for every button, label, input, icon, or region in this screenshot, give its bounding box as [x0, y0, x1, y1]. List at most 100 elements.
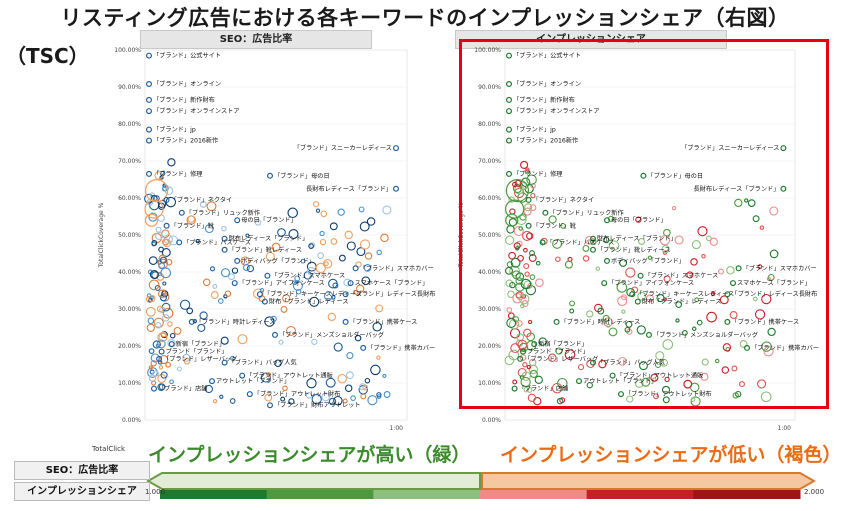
data-point [662, 396, 670, 404]
annotated-point [506, 126, 513, 133]
data-point [625, 267, 636, 278]
y-tick-label: 50.00% [118, 232, 141, 239]
data-point [220, 336, 229, 345]
point-label: 「ブランド」パスケース [547, 238, 615, 246]
data-point [157, 373, 167, 383]
data-point [338, 254, 346, 262]
data-point [237, 334, 248, 345]
data-point [145, 306, 156, 317]
annotated-point [506, 52, 513, 59]
annotated-point [360, 344, 367, 351]
point-label: 「ブランド」新作財布 [153, 96, 215, 104]
data-point [212, 283, 218, 289]
annotated-point [156, 355, 163, 362]
gradient-segment [266, 490, 374, 499]
data-point [382, 373, 387, 378]
data-point [511, 270, 521, 280]
data-point [259, 288, 265, 293]
data-point [569, 300, 576, 307]
data-point [526, 232, 534, 240]
data-point [353, 289, 359, 295]
data-point [192, 319, 197, 324]
annotated-point [589, 246, 596, 253]
gradient-segment [693, 490, 801, 499]
data-point [650, 373, 659, 382]
data-point [518, 293, 530, 305]
data-point [508, 251, 516, 260]
point-label: 「ブランド」アウトレット財布 [625, 390, 712, 398]
data-point [524, 203, 533, 212]
data-point [327, 312, 336, 322]
data-point [603, 317, 613, 328]
data-point [376, 392, 382, 398]
annotated-point [525, 222, 532, 229]
annotated-point [146, 96, 153, 103]
point-label: 財布レディース「ブランド」 [597, 235, 677, 243]
data-point [514, 179, 522, 187]
data-point [162, 186, 167, 192]
data-point [739, 340, 748, 348]
data-point [564, 260, 573, 269]
data-point [287, 207, 298, 219]
point-label: 長財布レディース「ブランド」 [694, 185, 780, 193]
annotated-point [519, 348, 526, 355]
annotated-point [589, 359, 596, 366]
annotated-point [209, 378, 216, 385]
data-point [150, 353, 160, 363]
annotated-point [724, 318, 731, 325]
data-point [690, 396, 701, 407]
data-point [157, 289, 167, 299]
large-bubble [505, 213, 519, 227]
annotated-point [553, 318, 560, 325]
gradient-segment [373, 490, 481, 499]
data-point [323, 291, 334, 301]
data-point [529, 250, 535, 257]
point-label: 「ブランド」オンラインストア [513, 107, 600, 115]
data-point [337, 373, 347, 384]
data-point [586, 359, 595, 369]
point-label: 「ブランド」母の日 [647, 172, 703, 180]
annotated-point [146, 137, 153, 144]
data-point [270, 315, 277, 323]
data-point [608, 327, 618, 337]
y-tick-label: 20.00% [478, 343, 501, 350]
data-point [515, 246, 520, 251]
point-label: 「ブランド」スニーカーレディース [294, 144, 392, 152]
data-point [305, 392, 313, 399]
data-point [505, 279, 514, 288]
data-point [739, 381, 745, 388]
label-low-share: インプレッションシェアが低い（褐色） [500, 444, 842, 466]
page-title: リスティング広告における各キーワードのインプレッションシェア（右図） [60, 6, 790, 30]
data-point [521, 300, 529, 308]
data-point [282, 294, 291, 303]
data-point [710, 291, 716, 297]
data-point [701, 253, 706, 259]
y-tick-label: 40.00% [118, 269, 141, 276]
data-point [156, 305, 164, 313]
data-point [288, 229, 299, 240]
legend-seo-ratio[interactable]: SEO：広告比率 [14, 461, 150, 480]
data-point [524, 271, 530, 277]
annotated-point [735, 265, 742, 272]
data-point [636, 325, 646, 335]
x-tick-label: 1:00 [778, 425, 792, 430]
data-point [231, 267, 239, 274]
data-point [313, 201, 320, 208]
data-point [271, 242, 281, 252]
data-point [148, 298, 153, 303]
data-point [148, 279, 160, 291]
data-point [359, 239, 371, 250]
data-point [155, 343, 160, 348]
legend-impression-share[interactable]: インプレッションシェア [14, 482, 150, 501]
data-point [769, 249, 779, 259]
data-point [169, 379, 174, 385]
data-point [220, 268, 231, 278]
data-point [204, 384, 214, 394]
data-point [224, 290, 232, 297]
data-point [744, 198, 749, 203]
data-point [254, 219, 262, 226]
data-point [594, 303, 603, 313]
data-point [372, 322, 382, 332]
data-point [732, 392, 739, 399]
